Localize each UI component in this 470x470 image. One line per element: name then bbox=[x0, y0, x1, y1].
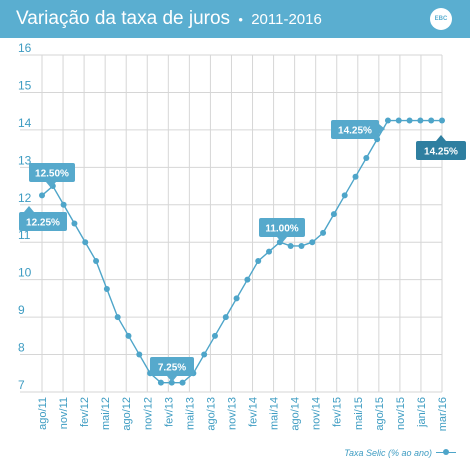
data-point bbox=[39, 192, 45, 199]
chart-header: Variação da taxa de juros • 2011-2016 EB… bbox=[0, 0, 470, 38]
data-point bbox=[417, 117, 424, 124]
data-point bbox=[157, 379, 164, 386]
callout-box bbox=[29, 163, 75, 182]
x-tick-label: jan/16 bbox=[416, 397, 428, 428]
x-tick-label: ago/14 bbox=[290, 397, 302, 431]
data-point bbox=[363, 154, 370, 161]
data-point bbox=[439, 117, 445, 124]
callout-pointer bbox=[436, 135, 446, 141]
data-point bbox=[71, 220, 78, 227]
data-point bbox=[179, 379, 186, 386]
y-tick-label: 13 bbox=[18, 153, 32, 167]
chart-title: Variação da taxa de juros • 2011-2016 bbox=[16, 8, 322, 30]
y-tick-label: 12 bbox=[18, 191, 32, 205]
data-point bbox=[222, 314, 229, 321]
x-tick-label: nov/15 bbox=[395, 397, 407, 430]
y-tick-label: 10 bbox=[18, 266, 32, 280]
x-tick-label: nov/14 bbox=[311, 397, 323, 430]
ebc-logo: EBC bbox=[430, 8, 452, 30]
x-tick-label: fev/15 bbox=[332, 397, 344, 427]
callout-label: 11.00% bbox=[265, 224, 298, 235]
x-tick-label: mai/13 bbox=[184, 397, 196, 430]
data-point bbox=[341, 192, 348, 199]
data-point bbox=[114, 314, 121, 321]
data-point bbox=[395, 117, 402, 124]
callout-pointer bbox=[167, 376, 177, 382]
data-point bbox=[309, 239, 316, 246]
y-tick-label: 16 bbox=[18, 41, 32, 55]
data-point bbox=[93, 257, 100, 264]
callout-box bbox=[416, 141, 466, 160]
callout-pointer bbox=[46, 182, 56, 188]
data-point bbox=[60, 201, 67, 208]
callout-box bbox=[150, 357, 194, 376]
y-tick-label: 8 bbox=[18, 341, 25, 355]
y-tick-label: 14 bbox=[18, 116, 32, 130]
title-separator: • bbox=[238, 12, 243, 27]
title-range: 2011-2016 bbox=[251, 11, 322, 28]
x-tick-label: nov/13 bbox=[226, 397, 238, 430]
data-point bbox=[428, 117, 435, 124]
data-point bbox=[125, 332, 132, 339]
callout-box bbox=[259, 218, 305, 237]
data-point bbox=[244, 276, 251, 283]
y-tick-label: 9 bbox=[18, 303, 25, 317]
data-point bbox=[320, 229, 327, 236]
data-point bbox=[136, 351, 143, 358]
callout-box bbox=[331, 120, 379, 139]
x-tick-label: mai/12 bbox=[100, 397, 112, 430]
data-point bbox=[384, 117, 391, 124]
callout-box bbox=[19, 212, 67, 231]
title-text: Variação da taxa de juros bbox=[16, 8, 231, 29]
data-point bbox=[287, 242, 294, 249]
callout-pointer bbox=[24, 206, 34, 212]
x-tick-label: ago/15 bbox=[374, 397, 386, 431]
x-tick-label: nov/12 bbox=[142, 397, 154, 430]
data-point bbox=[168, 379, 175, 386]
data-point bbox=[201, 351, 208, 358]
y-tick-label: 15 bbox=[18, 78, 32, 92]
x-tick-label: fev/12 bbox=[79, 397, 91, 427]
y-tick-label: 11 bbox=[18, 228, 31, 242]
data-point bbox=[298, 242, 305, 249]
x-tick-label: ago/11 bbox=[37, 397, 49, 430]
chart-legend: Taxa Selic (% ao ano) bbox=[344, 448, 456, 458]
legend-line-marker-icon bbox=[436, 449, 456, 457]
data-point bbox=[233, 295, 240, 302]
callout-pointer bbox=[277, 237, 287, 243]
x-tick-label: fev/13 bbox=[163, 397, 175, 427]
series-line bbox=[41, 119, 442, 384]
data-point bbox=[255, 257, 262, 264]
callout-label: 12.50% bbox=[35, 169, 69, 180]
callout-label: 7.25% bbox=[158, 363, 186, 374]
x-tick-label: mar/16 bbox=[437, 397, 449, 431]
legend-label: Taxa Selic (% ao ano) bbox=[344, 448, 432, 458]
data-point bbox=[103, 286, 110, 293]
data-point bbox=[266, 248, 273, 255]
data-point bbox=[330, 211, 337, 218]
callout-pointer bbox=[379, 124, 385, 134]
y-tick-label: 7 bbox=[18, 378, 25, 392]
callout-label: 12.25% bbox=[26, 218, 60, 229]
data-point bbox=[352, 173, 359, 180]
x-tick-label: ago/13 bbox=[205, 397, 217, 431]
x-tick-label: nov/11 bbox=[58, 397, 70, 429]
x-tick-label: fev/14 bbox=[248, 397, 260, 427]
callout-label: 14.25% bbox=[424, 147, 458, 158]
x-tick-label: mai/14 bbox=[269, 397, 281, 430]
data-point bbox=[211, 332, 218, 339]
x-tick-label: mai/15 bbox=[353, 397, 365, 430]
data-point bbox=[406, 117, 413, 124]
callout-label: 14.25% bbox=[338, 126, 372, 137]
data-point bbox=[82, 239, 89, 246]
x-tick-label: ago/12 bbox=[121, 397, 133, 431]
